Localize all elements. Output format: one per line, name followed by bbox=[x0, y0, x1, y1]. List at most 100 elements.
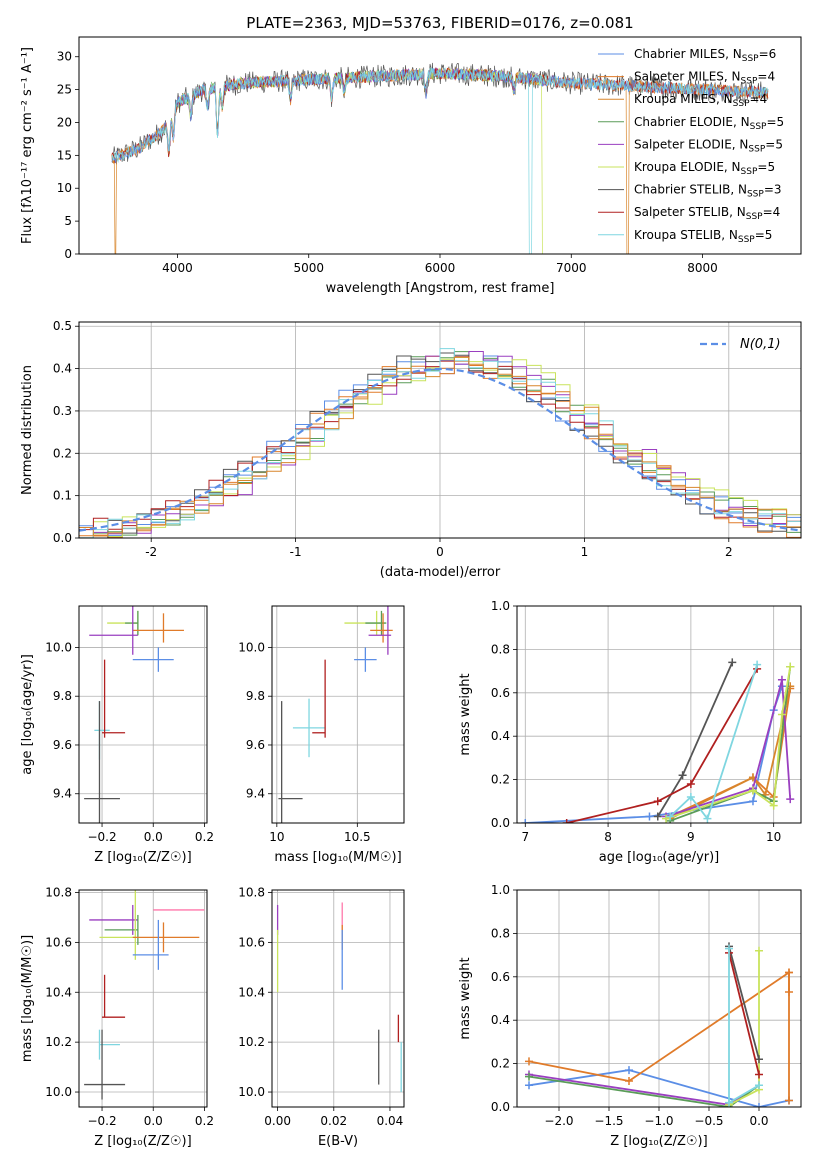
legend-sub: SSP bbox=[742, 54, 759, 64]
weight-marker bbox=[755, 946, 763, 955]
weight-marker bbox=[755, 1081, 763, 1090]
y-tick-label: 0.5 bbox=[53, 319, 72, 333]
y-tick-label: 0.3 bbox=[53, 404, 72, 418]
weight-marker bbox=[753, 660, 762, 669]
y-tick-label: 0.2 bbox=[491, 1057, 510, 1071]
legend-label: Kroupa STELIB, NSSP=5 bbox=[634, 228, 772, 245]
x-tick-label: 0.0 bbox=[749, 1114, 768, 1128]
legend-sub: SSP bbox=[733, 99, 750, 109]
plot-area bbox=[111, 62, 769, 254]
x-axis-label: (data-model)/error bbox=[380, 565, 501, 580]
legend-text: Chabrier MILES, N bbox=[634, 47, 742, 61]
y-tick-label: 1.0 bbox=[491, 599, 510, 613]
y-tick-label: 10.6 bbox=[238, 935, 265, 949]
y-tick-label: 10.0 bbox=[238, 1085, 265, 1099]
weight-line bbox=[528, 970, 790, 1101]
x-tick-label: −1.0 bbox=[644, 1114, 673, 1128]
legend-suffix: =4 bbox=[763, 205, 781, 219]
y-tick-label: 0.2 bbox=[491, 773, 510, 787]
y-tick-label: 0.1 bbox=[53, 489, 72, 503]
legend-suffix: =5 bbox=[755, 228, 773, 242]
weight-line bbox=[669, 688, 792, 818]
panel-EBV-mass: 0.00 0.02 0.04 10.0 10.2 10.4 10.6 10.8 E(B-V) bbox=[238, 885, 405, 1149]
weight-line bbox=[528, 1075, 760, 1107]
weight-marker bbox=[755, 1055, 763, 1064]
legend-text: Chabrier STELIB, N bbox=[634, 183, 747, 197]
y-tick-label: 0.4 bbox=[491, 1013, 510, 1027]
y-tick-label: 0.4 bbox=[491, 729, 510, 743]
legend-suffix: =3 bbox=[764, 183, 782, 197]
legend-suffix: =4 bbox=[757, 70, 775, 84]
x-tick-label: 0.2 bbox=[195, 1114, 214, 1128]
x-tick-label: 0.02 bbox=[320, 1114, 347, 1128]
normal-curve bbox=[79, 367, 801, 532]
x-tick-label: −1.5 bbox=[594, 1114, 623, 1128]
x-tick-label: 8000 bbox=[687, 261, 718, 275]
y-tick-label: 0.0 bbox=[491, 1100, 510, 1114]
panel-Z-mass: −0.2 0.0 0.2 10.0 10.2 10.4 10.6 10.8 Z [log₁₀(Z… bbox=[20, 885, 214, 1149]
legend-suffix: =5 bbox=[765, 137, 783, 151]
y-axis-label: mass [log₁₀(M/M☉)] bbox=[20, 935, 35, 1062]
x-tick-label: 0.2 bbox=[195, 830, 214, 844]
weight-line bbox=[566, 668, 758, 823]
y-tick-label: 0.8 bbox=[491, 926, 510, 940]
x-tick-label: -1 bbox=[290, 545, 302, 559]
legend-text: Salpeter STELIB, N bbox=[634, 205, 746, 219]
legend-suffix: =5 bbox=[757, 160, 775, 174]
panel-Z-weight: −2.0 −1.5 −1.0 −0.5 0.0 0.0 0.2 0.4 0.6 0.8 1.0 Z [… bbox=[458, 883, 802, 1149]
x-tick-label: −2.0 bbox=[544, 1114, 573, 1128]
weight-marker bbox=[769, 801, 778, 810]
y-tick-label: 10.4 bbox=[45, 985, 72, 999]
weight-marker bbox=[662, 814, 671, 823]
y-tick-label: 10.8 bbox=[238, 885, 265, 899]
y-tick-label: 9.8 bbox=[53, 689, 72, 703]
y-tick-label: 9.6 bbox=[53, 738, 72, 752]
legend-sub: SSP bbox=[748, 144, 765, 154]
weight-marker bbox=[786, 795, 795, 804]
axes-frame bbox=[78, 36, 802, 255]
x-tick-label: -2 bbox=[145, 545, 157, 559]
weight-marker bbox=[653, 812, 662, 821]
weight-marker bbox=[625, 1066, 633, 1075]
plot-area bbox=[517, 890, 801, 1107]
plot-area bbox=[272, 606, 404, 823]
y-tick-label: 25 bbox=[57, 83, 72, 97]
legend-text: Kroupa ELODIE, N bbox=[634, 160, 741, 174]
spectrum-title: PLATE=2363, MJD=53763, FIBERID=0176, z=0… bbox=[246, 14, 633, 32]
axes-frame bbox=[78, 605, 208, 824]
axes-frame bbox=[516, 889, 802, 1108]
legend-label: Chabrier STELIB, NSSP=3 bbox=[634, 183, 782, 200]
plot-area bbox=[79, 322, 801, 538]
weight-marker bbox=[653, 797, 662, 806]
weight-marker bbox=[703, 814, 712, 823]
weight-marker bbox=[562, 819, 571, 823]
x-tick-label: 0.04 bbox=[377, 1114, 404, 1128]
legend-label: Kroupa MILES, NSSP=4 bbox=[634, 92, 767, 109]
x-axis-label: Z [log₁₀(Z/Z☉)] bbox=[610, 1134, 707, 1149]
weight-line bbox=[728, 946, 760, 1060]
y-tick-label: 10.0 bbox=[45, 1085, 72, 1099]
y-tick-label: 5 bbox=[64, 214, 72, 228]
x-tick-label: 6000 bbox=[425, 261, 456, 275]
x-tick-label: 0.0 bbox=[144, 830, 163, 844]
legend-text: Chabrier ELODIE, N bbox=[634, 115, 750, 129]
y-tick-label: 1.0 bbox=[491, 883, 510, 897]
x-axis-label: Z [log₁₀(Z/Z☉)] bbox=[94, 1134, 191, 1149]
y-tick-label: 9.8 bbox=[246, 689, 265, 703]
axes-frame bbox=[271, 889, 405, 1108]
plot-area bbox=[517, 606, 801, 823]
axes-frame bbox=[271, 605, 405, 824]
legend-suffix: =5 bbox=[766, 115, 784, 129]
weight-marker bbox=[645, 812, 654, 821]
weight-line bbox=[669, 664, 758, 821]
x-axis-label: wavelength [Angstrom, rest frame] bbox=[326, 281, 555, 296]
x-tick-label: −0.2 bbox=[87, 830, 116, 844]
y-tick-label: 10.2 bbox=[238, 1035, 265, 1049]
y-axis-label: Normed distribution bbox=[20, 365, 35, 495]
plot-area bbox=[79, 890, 207, 1107]
weight-marker bbox=[755, 1070, 763, 1079]
weight-marker bbox=[777, 675, 786, 684]
weight-marker bbox=[728, 658, 737, 667]
x-tick-label: −0.2 bbox=[87, 1114, 116, 1128]
x-tick-label: 10 bbox=[766, 830, 781, 844]
